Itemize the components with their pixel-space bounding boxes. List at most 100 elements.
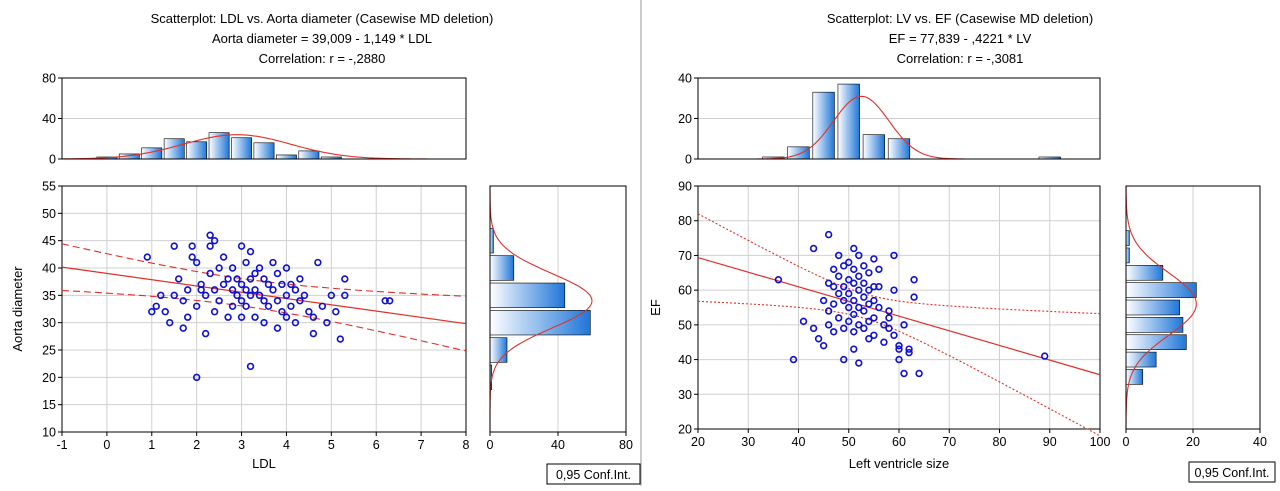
data-point: [152, 302, 160, 310]
x-tick-label: 3: [238, 438, 245, 452]
data-point: [242, 302, 250, 310]
data-point: [845, 258, 853, 267]
right-hist-bar: [489, 310, 591, 336]
right-hist-tick-label: 40: [1253, 435, 1267, 449]
header-line-3: Correlation: r = -,3081: [897, 51, 1024, 66]
data-point: [829, 300, 838, 308]
y-tick-label: 40: [678, 353, 692, 367]
data-point: [840, 282, 848, 291]
data-point: [219, 253, 228, 261]
data-point: [829, 282, 838, 291]
data-point: [885, 307, 893, 315]
data-point: [255, 264, 264, 272]
data-point: [282, 264, 291, 272]
data-point: [845, 317, 853, 326]
y-tick-label: 10: [42, 426, 56, 440]
right-hist-bar: [1125, 299, 1180, 316]
data-point: [170, 291, 178, 300]
data-point: [170, 242, 178, 250]
data-point: [188, 242, 196, 250]
data-point: [860, 262, 868, 270]
data-point: [201, 329, 210, 338]
data-point: [273, 297, 282, 305]
y-tick-label: 30: [678, 388, 692, 402]
data-point: [215, 264, 223, 272]
y-tick-label: 40: [42, 262, 56, 276]
data-point: [895, 341, 903, 350]
data-point: [148, 308, 156, 316]
top-hist-bar: [231, 137, 252, 160]
data-point: [845, 289, 853, 298]
data-point: [336, 335, 345, 343]
data-point: [885, 314, 893, 322]
y-tick-label: 45: [42, 234, 56, 248]
data-point: [840, 296, 848, 305]
x-tick-label: 100: [1090, 435, 1111, 449]
data-point: [332, 308, 340, 316]
top-hist-bar: [208, 132, 230, 160]
data-point: [233, 275, 241, 283]
right-hist-bar: [1125, 282, 1197, 298]
data-point: [210, 308, 219, 316]
y-tick-label: 80: [678, 214, 692, 228]
x-tick-label: 60: [892, 435, 906, 449]
data-point: [880, 321, 888, 329]
data-point: [840, 355, 848, 364]
data-point: [824, 230, 833, 239]
data-point: [850, 345, 858, 353]
data-point: [915, 369, 923, 378]
data-point: [278, 308, 286, 316]
data-point: [309, 313, 318, 321]
x-tick-label: 8: [463, 438, 470, 452]
y-tick-label: 15: [42, 398, 56, 412]
data-point: [824, 279, 833, 287]
data-point: [865, 335, 873, 343]
header-line-1: Scatterplot: LDL vs. Aorta diameter (Cas…: [151, 11, 494, 26]
data-point: [327, 291, 336, 300]
conf-int-legend-label: 0,95 Conf.Int.: [556, 468, 631, 482]
top-hist-bar: [787, 146, 810, 160]
data-point: [143, 253, 151, 261]
data-point: [291, 318, 300, 327]
data-point: [188, 253, 196, 261]
data-point: [834, 272, 843, 280]
right-hist-bar: [1125, 317, 1184, 333]
data-point: [318, 302, 327, 310]
data-point: [880, 338, 888, 346]
data-point: [219, 280, 228, 289]
right-hist-tick-label: 0: [1123, 435, 1130, 449]
top-hist-tick-label: 40: [678, 72, 692, 86]
data-point: [814, 335, 823, 343]
data-point: [206, 269, 214, 278]
right-hist-bar: [1125, 265, 1164, 281]
data-point: [850, 244, 858, 253]
data-point: [895, 345, 903, 353]
data-point: [860, 324, 868, 333]
data-point: [809, 244, 818, 253]
data-point: [175, 275, 183, 283]
data-point: [895, 355, 903, 364]
data-point: [845, 276, 853, 284]
data-point: [300, 291, 309, 300]
data-point: [192, 373, 201, 382]
data-point: [233, 291, 241, 300]
data-point: [251, 286, 259, 294]
right-hist-bar: [489, 337, 508, 363]
data-point: [834, 251, 843, 260]
data-point: [855, 272, 863, 280]
data-point: [157, 291, 165, 300]
data-point: [287, 280, 295, 289]
data-point: [183, 313, 192, 321]
data-point: [799, 317, 808, 326]
data-point: [850, 328, 858, 336]
data-point: [291, 286, 300, 294]
data-point: [192, 302, 201, 310]
data-point: [885, 324, 893, 333]
data-point: [251, 313, 259, 321]
data-point: [179, 297, 187, 305]
data-point: [870, 255, 878, 263]
data-point: [870, 331, 878, 339]
x-axis-label: LDL: [252, 456, 276, 471]
top-hist-tick-label: 80: [42, 72, 56, 86]
